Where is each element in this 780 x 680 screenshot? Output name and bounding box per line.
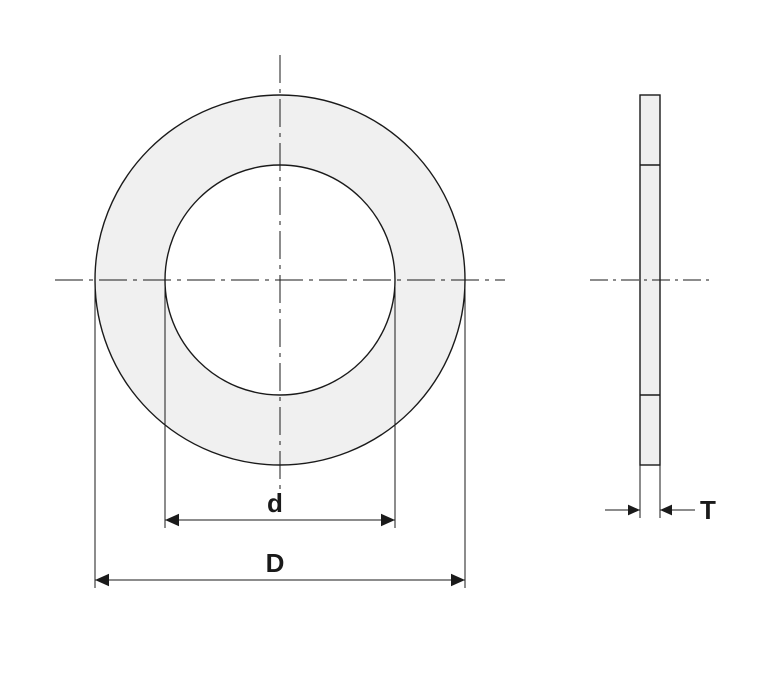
dim-d-label: d [267, 488, 283, 518]
dim-T-label: T [700, 495, 716, 525]
technical-drawing: dD T [0, 0, 780, 680]
dim-D-label: D [266, 548, 285, 578]
